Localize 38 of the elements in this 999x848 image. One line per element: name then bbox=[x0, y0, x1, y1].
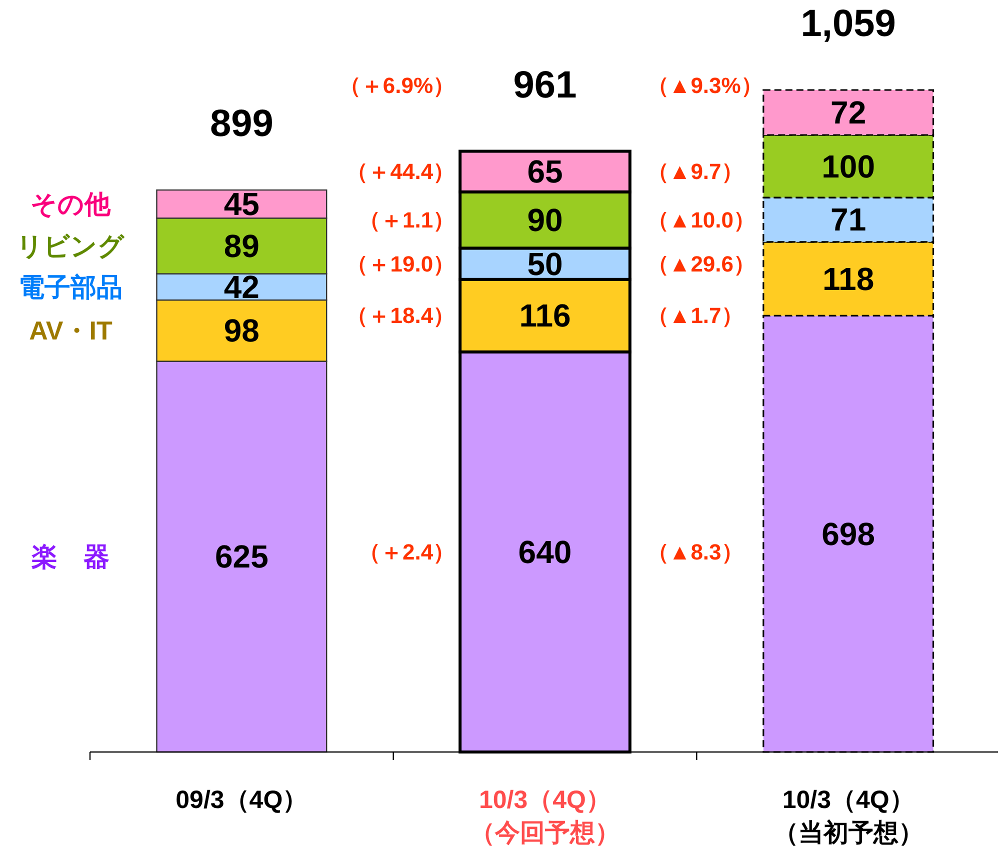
data-label: 50 bbox=[527, 246, 563, 282]
series-label: リビング bbox=[16, 230, 126, 261]
annotation: （＋18.4） bbox=[346, 303, 456, 328]
total-label: 961 bbox=[513, 64, 577, 106]
data-label: 118 bbox=[822, 260, 874, 297]
data-label: 640 bbox=[518, 534, 572, 570]
data-label: 625 bbox=[214, 538, 268, 575]
series-label: AV・IT bbox=[29, 316, 112, 346]
series-label: その他 bbox=[30, 189, 112, 220]
annotation: （▲10.0） bbox=[646, 208, 756, 233]
annotation: （＋19.0） bbox=[346, 251, 456, 276]
total-label: 899 bbox=[210, 103, 274, 146]
x-tick-label: 09/3（4Q） bbox=[174, 785, 309, 816]
data-label: 72 bbox=[830, 94, 866, 131]
annotation: （▲9.3%） bbox=[646, 72, 763, 98]
annotation: （▲1.7） bbox=[646, 303, 744, 328]
annotation: （＋2.4） bbox=[358, 539, 456, 564]
data-label: 100 bbox=[822, 148, 876, 184]
data-label: 698 bbox=[822, 516, 876, 552]
total-label: 1,059 bbox=[800, 3, 896, 45]
data-label: 45 bbox=[224, 186, 260, 222]
annotation: （▲29.6） bbox=[646, 251, 756, 276]
annotation: （＋6.9%） bbox=[338, 72, 456, 98]
data-label: 42 bbox=[224, 268, 260, 305]
data-label: 98 bbox=[224, 312, 260, 349]
x-tick-label: 10/3（4Q）（当初予想） bbox=[772, 785, 924, 848]
annotation: （＋44.4） bbox=[346, 159, 456, 184]
data-label: 116 bbox=[519, 298, 571, 334]
data-label: 90 bbox=[527, 202, 563, 238]
data-label: 65 bbox=[527, 154, 563, 190]
data-label: 89 bbox=[224, 228, 260, 264]
annotation: （▲8.3） bbox=[646, 539, 744, 564]
annotation: （＋1.1） bbox=[358, 208, 456, 233]
x-tick-label: 10/3（4Q）（今回予想） bbox=[469, 785, 621, 848]
data-label: 71 bbox=[830, 202, 866, 238]
series-label: 電子部品 bbox=[18, 272, 123, 302]
annotation: （▲9.7） bbox=[646, 159, 744, 184]
series-label: 楽 器 bbox=[30, 542, 110, 572]
